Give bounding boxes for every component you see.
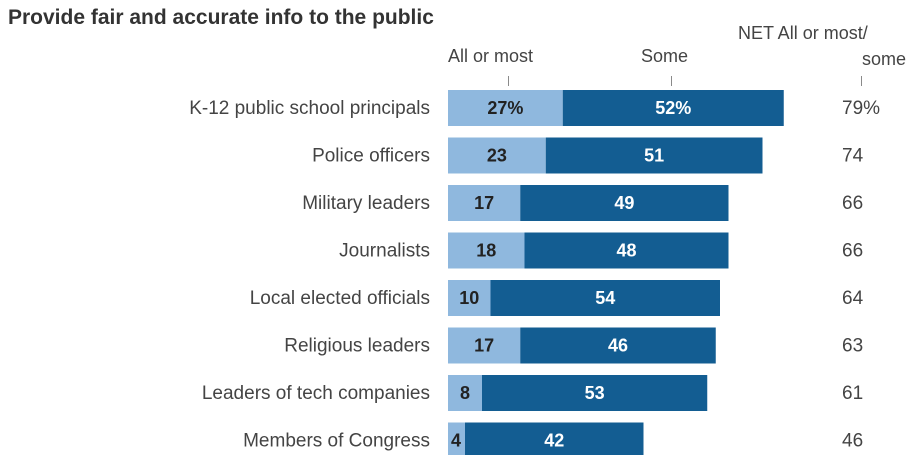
bar-some <box>545 137 763 174</box>
bar-some <box>520 327 716 364</box>
value-label-all-or-most: 17 <box>474 336 494 356</box>
category-label: Police officers <box>312 146 430 167</box>
bar-all-or-most <box>448 327 521 364</box>
header-some: Some <box>641 46 689 66</box>
net-value: 64 <box>842 288 864 309</box>
bar-all-or-most <box>448 137 546 174</box>
value-label-some: 46 <box>608 336 628 356</box>
header-net-line2: some <box>862 49 907 69</box>
bar-some <box>562 90 784 126</box>
value-label-all-or-most: 10 <box>459 288 479 308</box>
net-value: 46 <box>842 431 863 452</box>
category-label: Leaders of tech companies <box>202 383 430 404</box>
category-label: K-12 public school principals <box>189 98 430 119</box>
bar-all-or-most <box>448 280 491 316</box>
bar-all-or-most <box>448 185 521 221</box>
header-all-or-most: All or most <box>448 46 534 66</box>
bar-all-or-most <box>448 375 482 411</box>
value-label-some: 48 <box>616 241 636 261</box>
value-label-some: 51 <box>644 146 664 166</box>
net-value: 66 <box>842 193 863 214</box>
header-net: NET All or most/ some <box>738 20 914 72</box>
value-label-all-or-most: 4 <box>451 431 461 451</box>
net-value: 74 <box>842 146 864 167</box>
value-label-all-or-most: 18 <box>476 241 496 261</box>
header-tick-net <box>861 76 862 86</box>
value-label-all-or-most: 27% <box>487 98 523 118</box>
value-label-some: 42 <box>544 431 564 451</box>
bar-some <box>520 185 729 221</box>
bar-all-or-most <box>448 90 563 126</box>
bar-some <box>490 280 720 316</box>
chart-title: Provide fair and accurate info to the pu… <box>8 6 434 29</box>
value-label-some: 53 <box>585 383 605 403</box>
value-label-some: 52% <box>655 98 691 118</box>
category-label: Military leaders <box>302 193 430 214</box>
category-label: Journalists <box>339 241 430 262</box>
value-label-all-or-most: 17 <box>474 193 494 213</box>
value-label-some: 49 <box>614 193 634 213</box>
value-label-some: 54 <box>595 288 615 308</box>
bar-some <box>482 375 708 411</box>
category-label: Religious leaders <box>284 336 430 357</box>
bar-all-or-most <box>448 422 465 455</box>
category-label: Members of Congress <box>243 431 430 452</box>
header-tick-some <box>671 76 672 86</box>
net-value: 66 <box>842 241 863 262</box>
category-label: Local elected officials <box>250 288 430 309</box>
bar-some <box>465 422 644 455</box>
value-label-all-or-most: 8 <box>460 383 470 403</box>
net-value: 61 <box>842 383 863 404</box>
bar-some <box>524 232 729 269</box>
net-value: 79% <box>842 98 880 119</box>
header-tick-all-or-most <box>508 76 509 86</box>
header-net-line1: NET All or most/ <box>738 23 868 43</box>
net-value: 63 <box>842 336 863 357</box>
value-label-all-or-most: 23 <box>487 146 507 166</box>
bar-all-or-most <box>448 232 525 269</box>
